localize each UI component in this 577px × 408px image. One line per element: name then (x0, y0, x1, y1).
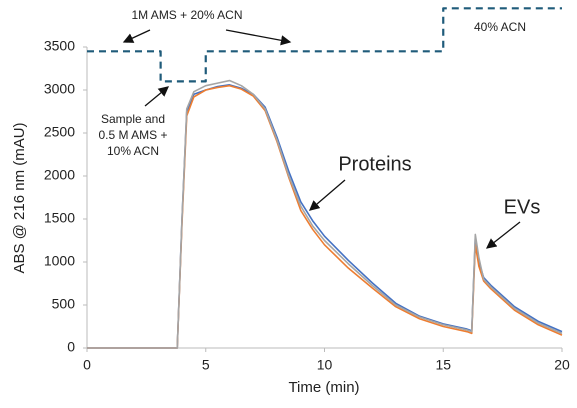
annotation: 40% ACN (474, 20, 526, 34)
arrows (122, 29, 521, 249)
arrow (144, 86, 170, 107)
y-tick-label: 2500 (44, 124, 75, 140)
annotation: EVs (504, 196, 541, 218)
annotation: 1M AMS + 20% ACN (131, 8, 242, 22)
annotation: 0.5 M AMS + (98, 128, 167, 142)
x-tick-label: 15 (435, 357, 451, 373)
arrow (485, 221, 521, 249)
arrow (309, 179, 346, 211)
annotation: Sample and (101, 112, 165, 126)
y-tick-label: 3500 (44, 38, 75, 54)
y-tick-label: 0 (67, 339, 75, 355)
y-tick-label: 500 (52, 296, 76, 312)
y-tick-label: 3000 (44, 81, 75, 97)
trace (87, 84, 563, 349)
x-tick-label: 20 (554, 357, 570, 373)
x-tick-label: 5 (202, 357, 210, 373)
trace (87, 79, 563, 349)
y-axis-title: ABS @ 216 nm (mAU) (11, 122, 28, 273)
arrow (122, 29, 151, 43)
x-axis-title: Time (min) (288, 379, 359, 396)
y-tick-label: 2000 (44, 167, 75, 183)
y-tick-label: 1000 (44, 253, 75, 269)
x-tick-label: 10 (317, 357, 333, 373)
annotation: Proteins (338, 153, 411, 175)
annotation: 10% ACN (107, 144, 159, 158)
arrow (225, 29, 292, 46)
y-tick-label: 1500 (44, 210, 75, 226)
x-tick-label: 0 (83, 357, 91, 373)
gradient-line (87, 7, 562, 83)
